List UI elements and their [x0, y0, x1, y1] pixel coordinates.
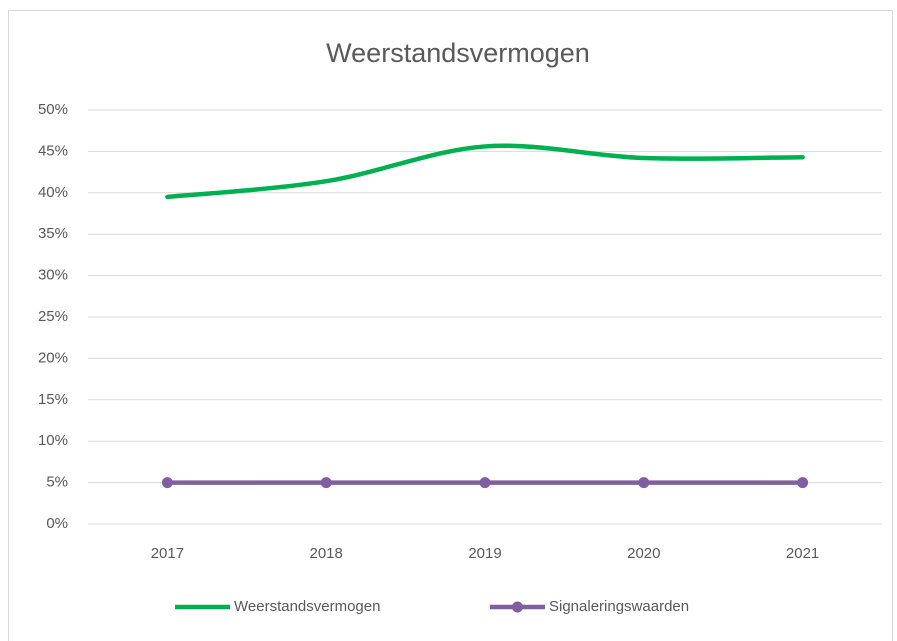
x-tick-label: 2019 — [468, 545, 501, 562]
legend-label: Weerstandsvermogen — [234, 598, 380, 615]
marker — [161, 477, 173, 489]
x-tick-label: 2021 — [786, 545, 819, 562]
y-tick-label: 45% — [38, 142, 68, 159]
chart-border — [8, 10, 893, 641]
y-tick-label: 20% — [38, 349, 68, 366]
x-tick-label: 2017 — [151, 545, 184, 562]
y-tick-label: 25% — [38, 308, 68, 325]
y-tick-label: 10% — [38, 432, 68, 449]
y-tick-label: 35% — [38, 225, 68, 242]
marker — [479, 477, 491, 489]
x-tick-label: 2018 — [310, 545, 343, 562]
y-tick-label: 0% — [46, 515, 68, 532]
series-line — [165, 143, 805, 200]
legend-marker — [512, 601, 523, 613]
chart-title: Weerstandsvermogen — [326, 38, 590, 68]
legend-label: Signaleringswaarden — [549, 598, 689, 615]
y-tick-label: 15% — [38, 391, 68, 408]
x-tick-label: 2020 — [627, 545, 660, 562]
y-tick-label: 5% — [46, 474, 68, 491]
y-tick-label: 50% — [38, 101, 68, 118]
marker — [320, 477, 332, 489]
y-tick-label: 40% — [38, 184, 68, 201]
y-tick-label: 30% — [38, 267, 68, 284]
marker — [638, 477, 650, 489]
marker — [797, 477, 809, 489]
